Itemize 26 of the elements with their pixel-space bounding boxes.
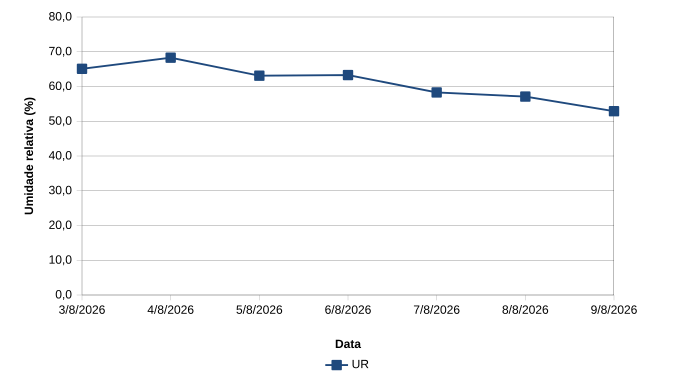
- y-tick-label: 50,0: [49, 116, 72, 126]
- x-tick-label: 4/8/2026: [148, 305, 194, 314]
- point: [254, 70, 265, 81]
- x-tick-label: 9/8/2026: [591, 305, 637, 314]
- point: [520, 91, 531, 102]
- y-axis-title: Umidade relativa (%): [24, 98, 36, 214]
- point: [431, 87, 442, 98]
- point: [608, 106, 620, 116]
- x-tick-label: 3/8/2026: [59, 305, 105, 314]
- legend-label: UR: [352, 360, 368, 368]
- y-tick-label: 20,0: [49, 220, 72, 230]
- y-tick-label: 10,0: [50, 255, 72, 266]
- x-tick-label: 7/8/2026: [414, 305, 460, 314]
- x-tick-label: 5/8/2026: [236, 305, 282, 314]
- x-axis-title: Data: [336, 340, 362, 348]
- y-tick-label: 30,0: [49, 186, 72, 196]
- y-tick-label: 80,0: [49, 12, 72, 22]
- point: [342, 70, 354, 80]
- y-tick-label: 60,0: [49, 82, 72, 92]
- point: [165, 52, 176, 63]
- y-tick-label: 70,0: [49, 46, 72, 57]
- x-tick-label: 8/8/2026: [502, 305, 548, 314]
- x-tick-label: 6/8/2026: [325, 305, 371, 314]
- y-tick-label: 0,0: [56, 290, 72, 300]
- point: [76, 64, 88, 74]
- y-tick-label: 40,0: [48, 151, 72, 161]
